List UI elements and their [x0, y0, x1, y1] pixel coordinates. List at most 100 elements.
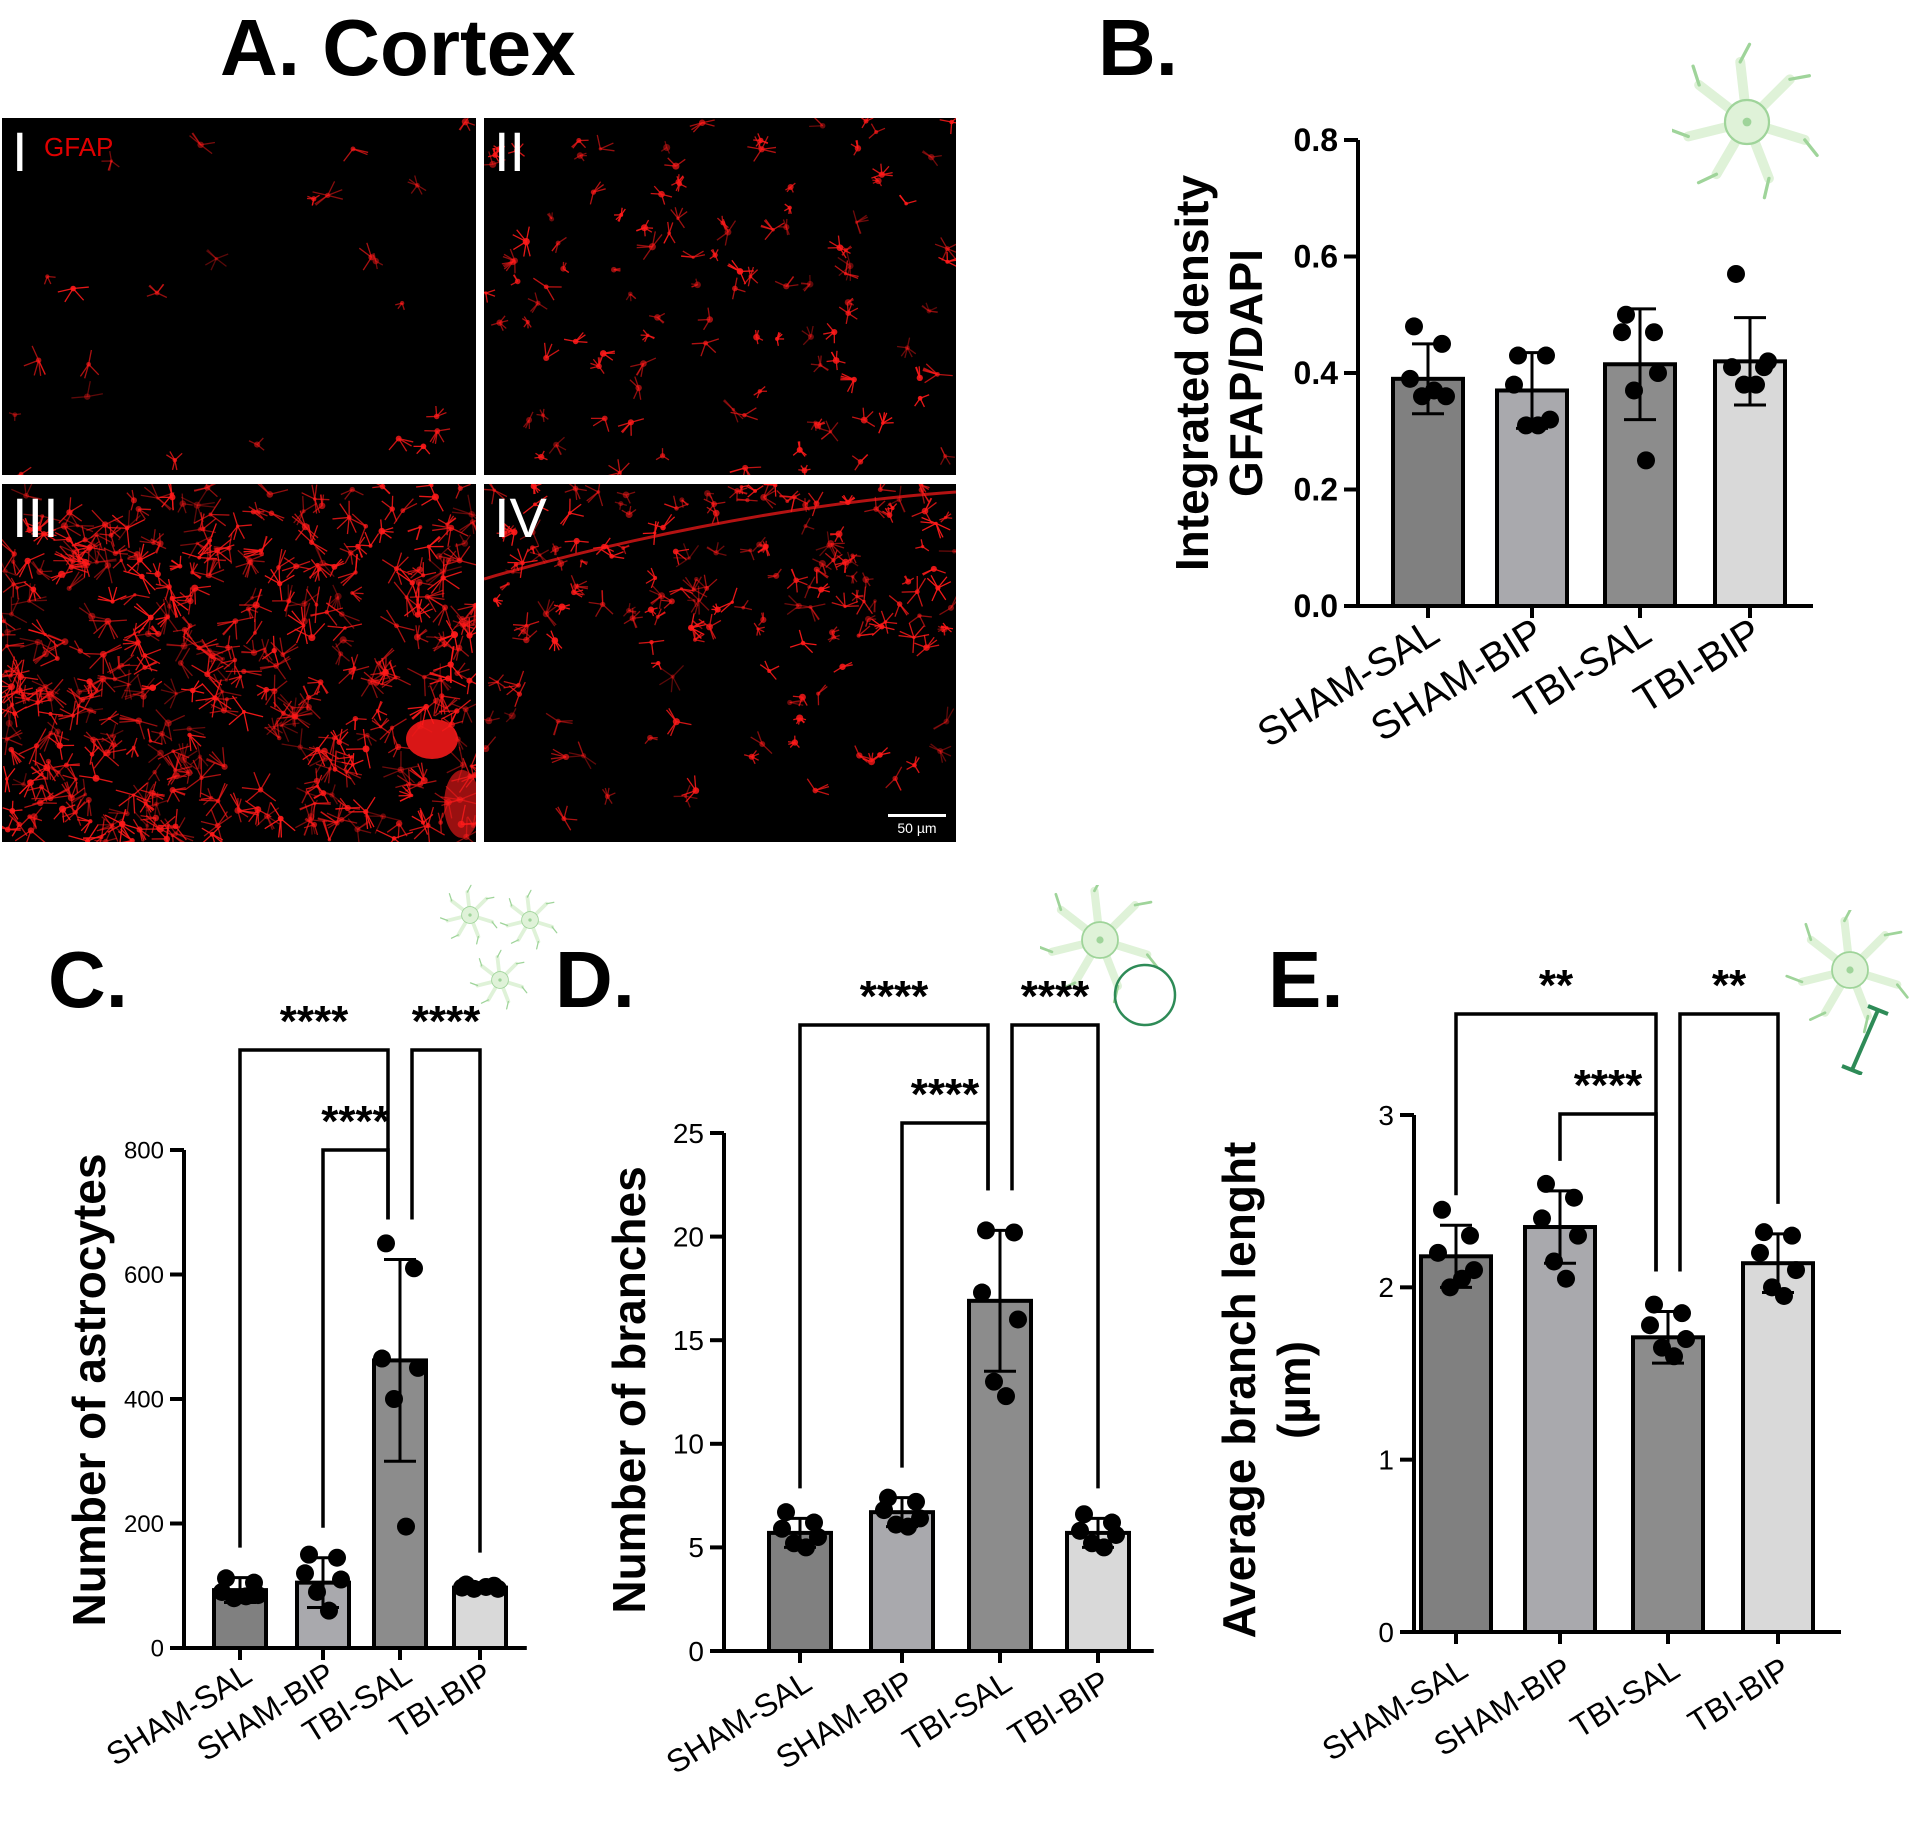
astrocyte-soma	[60, 522, 68, 530]
astrocyte-process	[86, 380, 91, 397]
astrocyte-soma	[621, 546, 626, 551]
astrocyte-process	[100, 717, 110, 726]
astrocyte-process	[314, 484, 318, 500]
astrocyte-process	[28, 628, 46, 636]
astrocyte-process	[260, 536, 268, 554]
astrocyte-process	[935, 522, 951, 531]
astrocyte-process	[459, 521, 473, 531]
astrocyte-process	[201, 638, 214, 657]
astrocyte-process	[147, 743, 161, 754]
astrocyte-soma	[224, 697, 229, 702]
astrocyte-process	[120, 809, 127, 825]
astrocyte-soma	[63, 762, 70, 768]
data-point	[308, 1582, 326, 1601]
astrocyte-process	[395, 568, 403, 585]
icon-subprocess	[466, 884, 472, 893]
astrocyte-process	[465, 708, 473, 723]
astrocyte-process	[511, 708, 517, 717]
micrograph-i: I GFAP	[2, 118, 476, 475]
astrocyte-process	[178, 743, 185, 760]
astrocyte-process	[925, 302, 930, 312]
astrocyte-process	[343, 756, 353, 771]
astrocyte-process	[845, 605, 859, 608]
astrocyte-process	[681, 499, 684, 508]
astrocyte-soma	[706, 623, 713, 631]
astrocyte-process	[484, 291, 487, 294]
astrocyte-process	[522, 503, 536, 515]
astrocyte-process	[281, 724, 299, 734]
astrocyte-process	[512, 624, 527, 627]
astrocyte-process	[35, 515, 43, 535]
astrocyte-soma	[694, 281, 701, 289]
astrocyte-process	[851, 576, 854, 584]
data-point	[1465, 1261, 1483, 1280]
icon-nucleus	[498, 978, 502, 982]
astrocyte-process	[71, 566, 88, 573]
data-point	[1653, 1338, 1671, 1357]
astrocyte-soma	[177, 660, 184, 666]
astrocyte-process	[135, 633, 149, 637]
y-axis-label: Integrated density	[1166, 174, 1218, 571]
astrocyte-process	[930, 743, 941, 752]
astrocyte-soma	[935, 371, 940, 377]
astrocyte-process	[174, 808, 178, 827]
astrocyte-process	[898, 499, 906, 513]
astrocyte-process	[744, 414, 758, 421]
astrocyte-process	[7, 627, 22, 633]
astrocyte-process	[426, 596, 443, 607]
astrocyte-soma	[758, 146, 765, 153]
astrocyte-soma	[245, 606, 252, 612]
astrocyte-process	[586, 491, 599, 502]
data-point	[457, 1575, 475, 1594]
astrocyte-process	[764, 219, 774, 231]
bar	[767, 1530, 833, 1653]
astrocyte-glyph	[1040, 885, 1159, 1004]
astrocyte-soma	[526, 417, 533, 423]
astrocyte-soma	[350, 762, 355, 767]
astrocyte-process	[438, 555, 455, 561]
astrocyte-process	[816, 563, 823, 574]
astrocyte-soma	[379, 484, 386, 490]
astrocyte-soma	[313, 777, 320, 785]
astrocyte-process	[305, 789, 316, 804]
astrocyte-soma	[66, 585, 72, 591]
astrocyte-soma	[394, 743, 402, 750]
astrocyte-soma	[492, 152, 498, 158]
astrocyte-process	[301, 792, 308, 804]
astrocyte-process	[311, 484, 316, 500]
astrocyte-soma	[854, 145, 862, 152]
astrocyte-soma	[828, 430, 833, 434]
astrocyte-process	[446, 764, 464, 774]
significance-bracket	[321, 1148, 390, 1528]
astrocyte-soma	[516, 691, 523, 697]
astrocyte-soma	[379, 725, 383, 729]
astrocyte-process	[577, 741, 585, 756]
astrocyte-process	[240, 810, 260, 816]
astrocyte-soma	[197, 555, 202, 560]
astrocyte-process	[428, 546, 431, 562]
astrocyte-process	[334, 768, 352, 780]
data-point	[300, 1545, 318, 1564]
astrocyte-process	[95, 738, 106, 755]
astrocyte-process	[7, 738, 23, 746]
astrocyte-process	[104, 524, 121, 539]
significance-bracket	[1678, 1012, 1780, 1272]
astrocyte-process	[596, 134, 601, 150]
astrocyte-process	[451, 511, 472, 515]
astrocyte-soma	[271, 687, 278, 695]
astrocyte-process	[86, 523, 106, 531]
astrocyte-soma	[212, 695, 218, 701]
astrocyte-process	[795, 603, 811, 608]
data-point	[385, 1390, 403, 1408]
astrocyte-soma	[758, 137, 764, 144]
astrocyte-process	[800, 282, 811, 285]
astrocyte-soma	[783, 283, 790, 290]
astrocyte-soma	[179, 500, 187, 507]
astrocyte-process	[65, 553, 79, 558]
astrocyte-process	[810, 606, 820, 620]
astrocyte-soma	[753, 489, 758, 493]
astrocyte-soma	[756, 541, 763, 548]
astrocyte-process	[844, 260, 849, 274]
data-point	[1405, 317, 1423, 336]
astrocyte-process	[293, 715, 311, 726]
